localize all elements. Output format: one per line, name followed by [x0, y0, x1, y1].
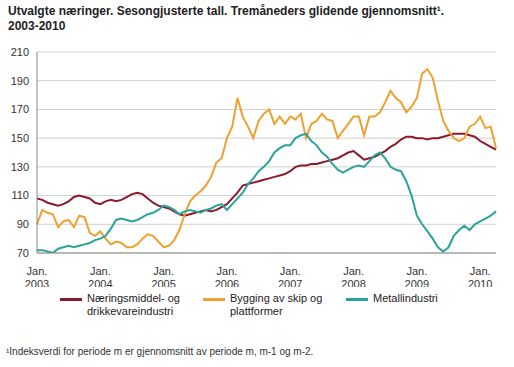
svg-text:Jan.2010: Jan.2010: [468, 265, 492, 287]
svg-text:70: 70: [17, 247, 29, 259]
html-text:Utvalgte næringer. Sesongjuste: Utvalgte næringer. Sesongjusterte tall. …: [8, 4, 445, 33]
svg-text:190: 190: [11, 75, 29, 87]
svg-text:150: 150: [11, 132, 29, 144]
svg-text:Jan.2008: Jan.2008: [341, 265, 365, 287]
svg-text:Jan.2005: Jan.2005: [151, 265, 175, 287]
svg-text:Jan.2003: Jan.2003: [25, 265, 49, 287]
html-text:Bygging av skip og plattformer: Bygging av skip og plattformer: [230, 292, 323, 317]
svg-text:210: 210: [11, 46, 29, 58]
svg-text:Jan.2004: Jan.2004: [88, 265, 112, 287]
svg-text:170: 170: [11, 103, 29, 115]
svg-text:Jan.2007: Jan.2007: [278, 265, 302, 287]
svg-text:Jan.2009: Jan.2009: [405, 265, 429, 287]
html-text:Næringsmiddel- og drikkevarein: Næringsmiddel- og drikkevareindustri: [87, 292, 180, 317]
html-text:Metallindustri: Metallindustri: [373, 292, 438, 304]
svg-text:Jan.2006: Jan.2006: [215, 265, 239, 287]
html-text:¹Indeksverdi for periode m er: ¹Indeksverdi for periode m er gjennomsni…: [6, 346, 314, 357]
svg-text:110: 110: [11, 189, 29, 201]
svg-text:130: 130: [11, 161, 29, 173]
svg-text:90: 90: [17, 218, 29, 230]
